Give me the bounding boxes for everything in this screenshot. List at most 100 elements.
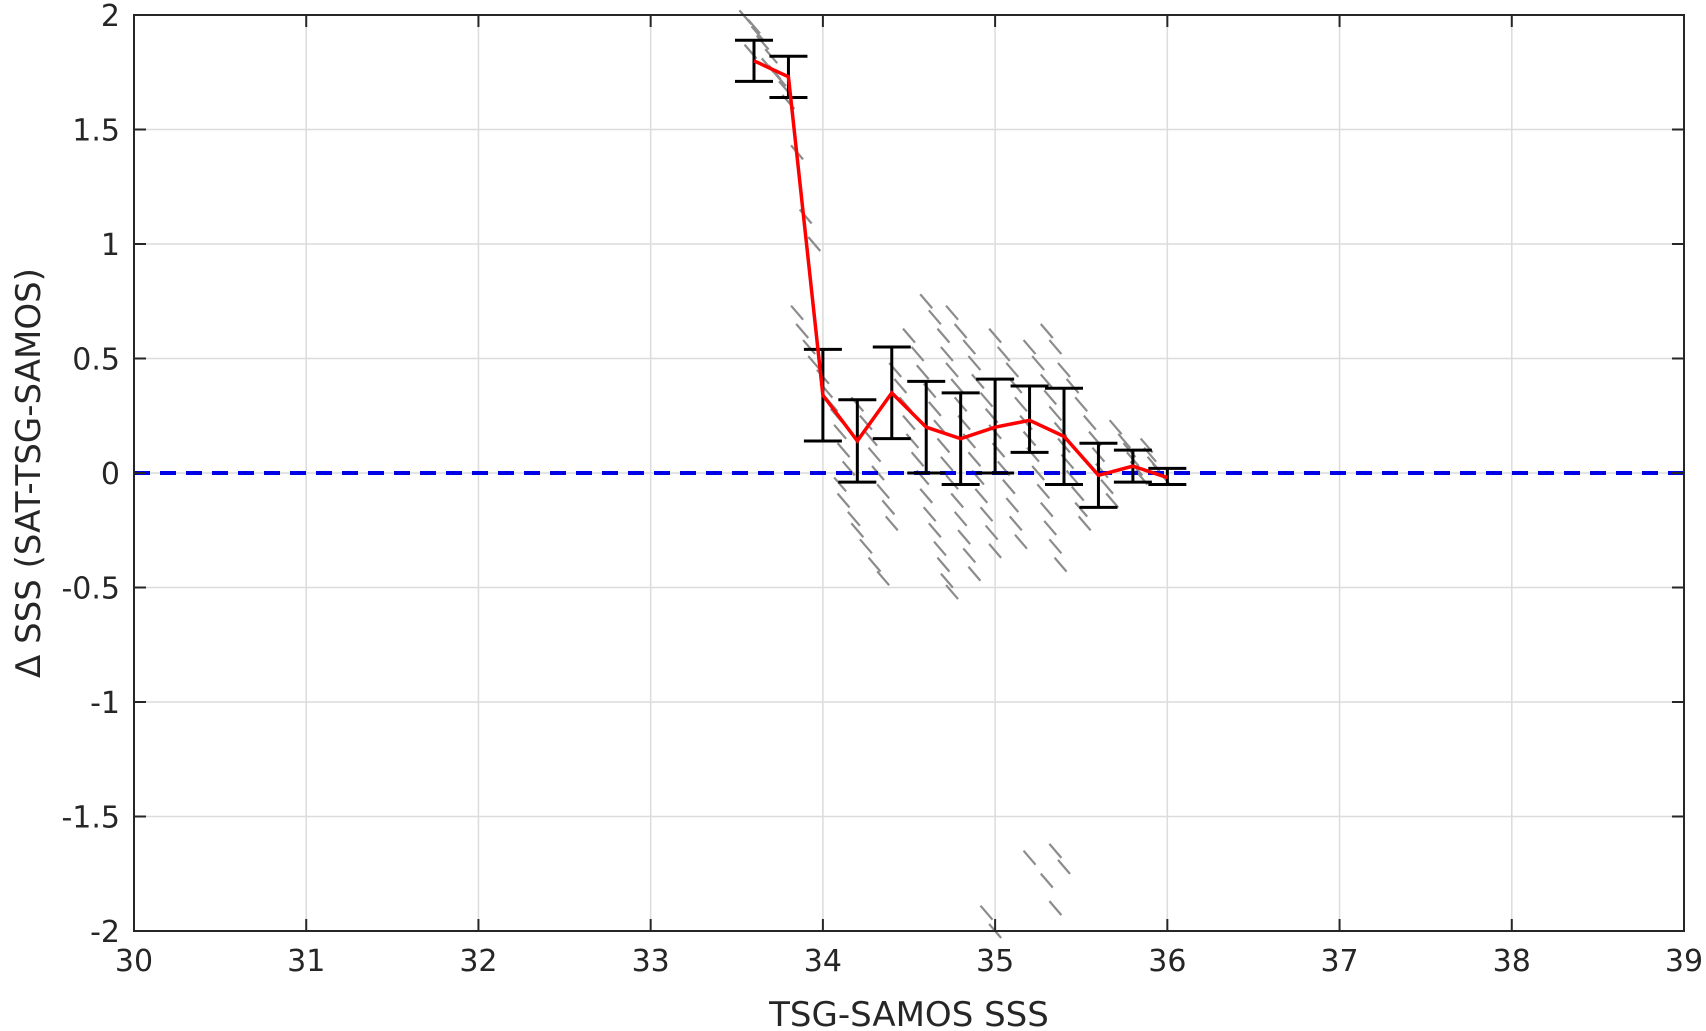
scatter-point — [967, 451, 982, 467]
x-axis-label: TSG-SAMOS SSS — [768, 995, 1049, 1031]
scatter-point — [915, 364, 930, 380]
scatter-point — [1108, 419, 1123, 435]
scatter-point — [1074, 501, 1089, 518]
scatter-point — [1117, 433, 1132, 449]
scatter-point — [1070, 485, 1085, 502]
scatter-point — [922, 506, 937, 522]
scatter-point — [847, 511, 861, 527]
x-tick-label: 38 — [1493, 944, 1531, 979]
scatter-point — [979, 506, 994, 522]
scatter-point — [1031, 465, 1046, 481]
scatter-point — [1031, 355, 1046, 371]
scatter-point — [927, 309, 942, 325]
scatter-point — [1048, 900, 1063, 916]
scatter-point — [945, 362, 959, 378]
binned-mean-line — [753, 59, 1168, 480]
scatter-point — [957, 529, 971, 545]
scatter-point — [905, 433, 920, 449]
scatter-point — [1039, 323, 1054, 339]
y-tick-label: -1.5 — [61, 801, 120, 836]
scatter-point — [1057, 362, 1071, 378]
scatter-point — [910, 451, 925, 467]
scatter-point — [919, 488, 934, 504]
scatter-point — [1005, 362, 1020, 378]
scatter-point — [833, 424, 847, 440]
x-tick-label: 35 — [976, 944, 1014, 979]
scatter-point — [967, 566, 982, 582]
scatter-point — [859, 414, 873, 431]
scatter-point — [962, 547, 977, 564]
y-tick-label: 1.5 — [72, 114, 120, 149]
scatter-point — [950, 378, 965, 394]
scatter-point — [919, 293, 934, 309]
y-tick-label: 0 — [101, 457, 120, 492]
x-tick-label: 36 — [1148, 944, 1186, 979]
scatter-point — [747, 18, 761, 35]
scatter-point — [971, 373, 985, 390]
y-tick-label: -1 — [90, 686, 120, 721]
grid-lines — [134, 15, 1684, 931]
axis-ticks: 30 31 32 33 34 35 36 37 38 39 -2 -1.5 -1 -0.5 0 0.5 1 1.5… — [61, 0, 1703, 979]
scatter-point — [1048, 339, 1063, 355]
scatter-point — [927, 401, 942, 417]
scatter-point — [790, 304, 804, 321]
scatter-point — [893, 378, 908, 394]
scatter-point — [927, 522, 942, 538]
scatter-point — [936, 556, 951, 573]
scatter-point — [945, 584, 959, 600]
scatter-point — [1100, 479, 1114, 495]
y-tick-label: 2 — [101, 0, 120, 34]
scatter-point — [1022, 850, 1037, 866]
scatter-point — [1048, 843, 1063, 859]
scatter-point — [867, 446, 882, 463]
scatter-point — [867, 556, 882, 573]
scatter-point — [1022, 339, 1037, 355]
scatter-point — [1039, 373, 1054, 390]
scatter-point — [1053, 556, 1068, 573]
x-tick-label: 30 — [115, 944, 153, 979]
scatter-point — [974, 488, 989, 504]
y-tick-label: -2 — [90, 915, 120, 950]
y-tick-label: 1 — [101, 228, 120, 263]
scatter-point — [884, 515, 899, 532]
scatter-point — [950, 492, 965, 509]
scatter-point — [1057, 859, 1071, 875]
scatter-point — [902, 414, 916, 431]
scatter-point — [755, 34, 770, 51]
scatter-point — [936, 437, 951, 454]
y-axis-label: Δ SSS (SAT-TSG-SAMOS) — [9, 268, 49, 678]
scatter-point — [881, 499, 896, 516]
scatter-point — [1002, 479, 1016, 495]
y-tick-label: -0.5 — [61, 572, 120, 607]
scatter-point — [1077, 515, 1092, 532]
scatter-point — [1048, 538, 1063, 554]
scatter-point — [940, 346, 954, 362]
scatter-point — [940, 456, 954, 472]
scatter-point — [1043, 520, 1058, 536]
x-tick-label: 31 — [287, 944, 325, 979]
scatter-point — [836, 492, 851, 509]
scatter-point — [940, 572, 954, 589]
y-tick-label: 0.5 — [72, 343, 120, 378]
scatter-point — [841, 460, 856, 477]
scatter-point — [945, 304, 959, 321]
scatter-point — [979, 392, 994, 408]
scatter-point — [1036, 483, 1051, 500]
x-tick-label: 32 — [459, 944, 497, 979]
scatter-point — [1065, 469, 1080, 486]
scatter-point — [1005, 497, 1020, 513]
scatter-point — [979, 904, 994, 921]
scatter-point — [1014, 396, 1028, 413]
x-tick-label: 33 — [632, 944, 670, 979]
scatter-point — [933, 540, 947, 557]
scatter-point — [962, 339, 977, 355]
scatter-point — [945, 474, 959, 490]
scatter-point — [807, 236, 822, 252]
scatter-point — [1105, 492, 1120, 509]
scatter-point — [1048, 405, 1063, 422]
scatter-point — [1043, 389, 1058, 406]
scatter-point — [902, 327, 916, 344]
scatter-point — [1074, 396, 1089, 413]
scatter-point — [795, 323, 810, 339]
